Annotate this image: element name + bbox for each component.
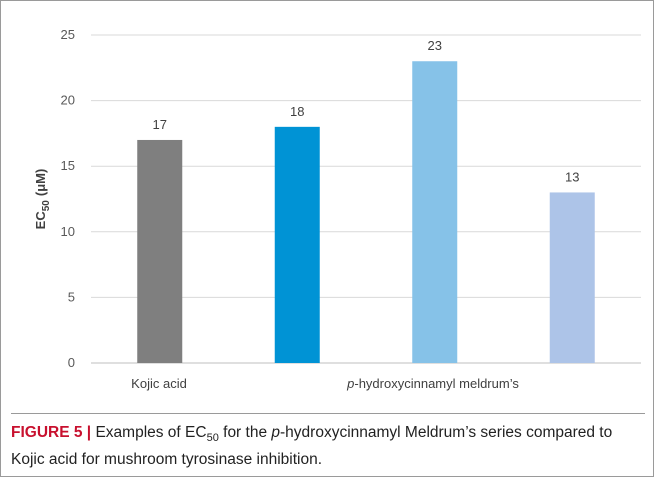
figure-label: FIGURE 5 | (11, 424, 92, 441)
category-label-kojic-acid: Kojic acid (131, 376, 187, 391)
bar-1 (137, 139, 183, 363)
y-axis-label: EC50 (μM) (33, 169, 52, 230)
group-label-rest: -hydroxycinnamyl meldrum’s (354, 376, 519, 391)
bars (137, 61, 595, 364)
y-tick-label: 5 (68, 289, 75, 304)
bar-4 (549, 192, 595, 363)
bar-2 (274, 126, 320, 363)
y-tick-label: 20 (61, 93, 75, 108)
bar-chart: 17 18 23 13 0 5 10 15 20 25 Kojic acid p-hydroxy… (33, 27, 641, 391)
y-axis-label-main: EC (33, 211, 48, 230)
y-axis-label-units: (μM) (33, 169, 48, 196)
caption-text-2: for the (218, 424, 272, 441)
y-tick-label: 0 (68, 355, 75, 370)
data-label-4: 13 (565, 169, 579, 184)
bar-3 (412, 61, 458, 364)
y-tick-label: 25 (61, 27, 75, 42)
y-tick-labels: 0 5 10 15 20 25 (61, 27, 75, 370)
caption-italic: p (271, 424, 281, 441)
data-labels: 17 18 23 13 (153, 38, 580, 184)
y-axis-label-sub: 50 (41, 200, 52, 212)
group-label-italic: p (346, 376, 354, 391)
caption-subscript: 50 (206, 432, 219, 445)
gridlines (91, 34, 641, 364)
caption-divider (11, 413, 645, 414)
caption-text-3: -hydroxycinnamyl Meldrum’s series compar… (11, 424, 613, 469)
data-label-3: 23 (428, 38, 442, 53)
caption-text-1: Examples of EC (91, 424, 207, 441)
data-label-2: 18 (290, 104, 304, 119)
y-tick-label: 10 (61, 224, 75, 239)
data-label-1: 17 (153, 117, 167, 132)
figure-caption: FIGURE 5 | Examples of EC50 for the p-hy… (11, 422, 641, 471)
group-label-meldrums: p-hydroxycinnamyl meldrum’s (346, 376, 519, 391)
y-tick-label: 15 (61, 158, 75, 173)
